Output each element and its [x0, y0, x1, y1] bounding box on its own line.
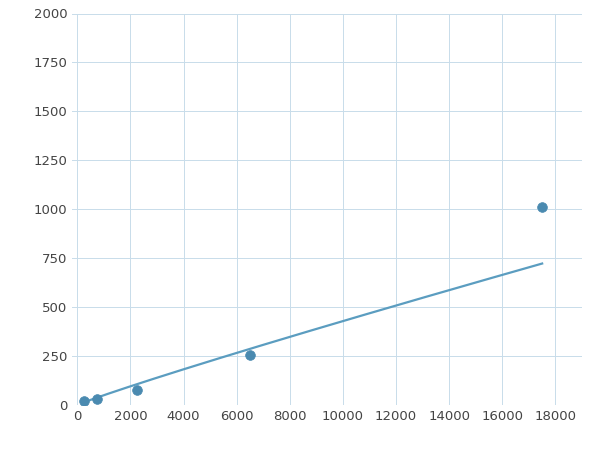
Point	[538, 204, 547, 211]
Point	[79, 397, 89, 405]
Point	[92, 396, 102, 403]
Point	[245, 351, 255, 359]
Point	[132, 387, 142, 394]
